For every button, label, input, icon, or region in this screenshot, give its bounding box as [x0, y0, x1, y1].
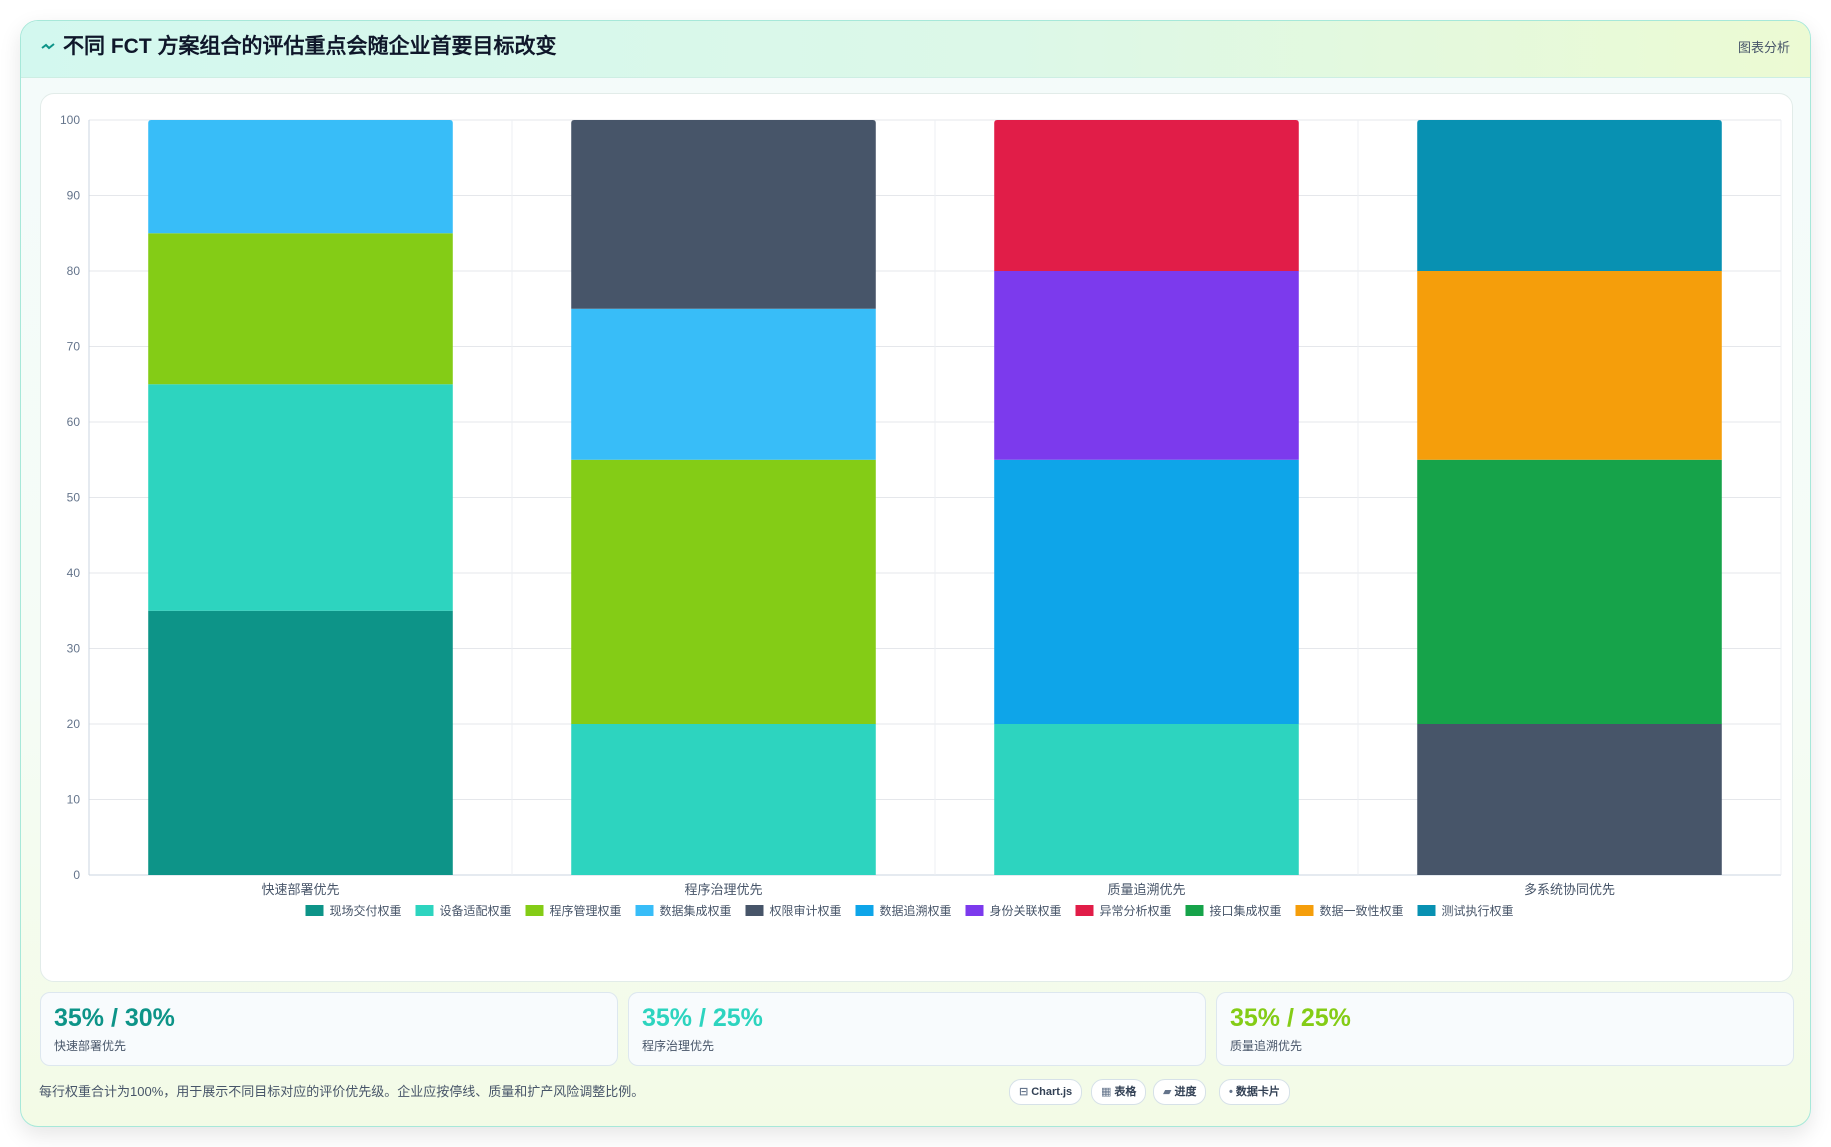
y-tick-label: 30: [67, 642, 81, 656]
bar-segment: [994, 459, 1299, 724]
legend-swatch: [1417, 905, 1436, 916]
kpi-card: 35% / 30% 快速部署优先: [40, 992, 618, 1066]
footnote: 每行权重合计为100%，用于展示不同目标对应的评价优先级。企业应按停线、质量和扩…: [39, 1084, 645, 1099]
card-icon: •: [1229, 1086, 1233, 1098]
bar-segment: [1417, 724, 1722, 875]
legend-swatch: [415, 905, 434, 916]
y-tick-label: 60: [67, 415, 81, 429]
legend-swatch: [965, 905, 984, 916]
legend-swatch: [1185, 905, 1204, 916]
bar-segment: [1417, 120, 1722, 271]
legend-swatch: [525, 905, 544, 916]
legend-label: 身份关联权重: [990, 903, 1062, 918]
x-tick-label: 快速部署优先: [261, 882, 339, 897]
legend-swatch: [855, 905, 874, 916]
chip-label: Chart.js: [1031, 1086, 1073, 1098]
x-tick-label: 程序治理优先: [684, 882, 762, 897]
table-chip[interactable]: ▦ 表格: [1091, 1079, 1147, 1105]
legend-label: 权限审计权重: [770, 903, 842, 918]
legend-label: 数据一致性权重: [1320, 903, 1404, 918]
kpi-label: 快速部署优先: [54, 1039, 127, 1053]
bar-segment: [571, 724, 876, 875]
progress-chip[interactable]: ▰ 进度: [1153, 1079, 1207, 1105]
progress-icon: ▰: [1163, 1086, 1172, 1098]
table-icon: ▦: [1101, 1086, 1112, 1098]
kpi-value: 35% / 30%: [54, 1004, 175, 1032]
kpi-value: 35% / 25%: [642, 1004, 763, 1032]
legend-swatch: [1075, 905, 1094, 916]
chart-card: 不同 FCT 方案组合的评估重点会随企业首要目标改变 图表分析 0 10 20 30 4…: [20, 20, 1811, 1127]
chip-label: 表格: [1114, 1086, 1137, 1098]
bar-segment: [571, 459, 876, 724]
y-tick-label: 70: [67, 340, 81, 354]
legend-label: 接口集成权重: [1210, 903, 1282, 918]
chart-js-chip[interactable]: ⊟ Chart.js: [1009, 1079, 1083, 1105]
legend-label: 异常分析权重: [1100, 904, 1172, 918]
legend-label: 设备适配权重: [440, 904, 512, 918]
legend-swatch: [745, 905, 764, 916]
legend-label: 现场交付权重: [330, 903, 402, 918]
chip-label: 进度: [1174, 1086, 1197, 1098]
kpi-card: 35% / 25% 质量追溯优先: [1216, 992, 1794, 1066]
legend-swatch: [305, 905, 324, 916]
y-tick-label: 20: [67, 717, 81, 731]
bar-segment: [994, 120, 1299, 271]
bar-segment: [571, 120, 876, 309]
chart-area: 0 10 20 30 40 50 60 70 80 90 100 快速部署优先 程序治理优先 质量追溯优先…: [40, 93, 1793, 982]
bar-segment: [1417, 459, 1722, 724]
kpi-label: 程序治理优先: [642, 1039, 715, 1053]
y-tick-label: 50: [67, 491, 81, 505]
bar-segment: [1417, 271, 1722, 460]
y-tick-label: 80: [67, 264, 81, 278]
y-tick-label: 100: [60, 113, 80, 127]
kpi-card: 35% / 25% 程序治理优先: [628, 992, 1206, 1066]
stacked-bar-chart: 0 10 20 30 40 50 60 70 80 90 100 快速部署优先 程序治理优先 质量追溯优先…: [60, 113, 1782, 918]
legend-swatch: [1295, 905, 1314, 916]
bar-segment: [148, 233, 453, 385]
kpi-value: 35% / 25%: [1230, 1004, 1351, 1032]
legend-label: 测试执行权重: [1442, 903, 1514, 918]
bar-segment: [148, 120, 453, 234]
trend-icon: [41, 35, 55, 59]
legend-label: 数据集成权重: [660, 903, 732, 918]
bar-segment: [571, 308, 876, 460]
chart-icon: ⊟: [1019, 1086, 1029, 1098]
legend-swatch: [635, 905, 654, 916]
legend-label: 数据追溯权重: [880, 903, 952, 918]
kpi-label: 质量追溯优先: [1230, 1039, 1303, 1053]
legend-label: 程序管理权重: [550, 903, 622, 918]
bar-segment: [994, 724, 1299, 875]
y-tick-label: 40: [67, 566, 81, 580]
bar-segment: [148, 610, 453, 875]
y-tick-label: 10: [67, 793, 81, 807]
page-title: 不同 FCT 方案组合的评估重点会随企业首要目标改变: [63, 35, 557, 58]
x-tick-label: 多系统协同优先: [1524, 882, 1615, 897]
data-card-chip[interactable]: • 数据卡片: [1219, 1079, 1290, 1105]
card-header: 不同 FCT 方案组合的评估重点会随企业首要目标改变 图表分析: [21, 21, 1810, 78]
y-tick-label: 0: [73, 868, 80, 882]
bar-segment: [148, 384, 453, 611]
chart-analysis-link[interactable]: 图表分析: [1737, 40, 1790, 55]
x-tick-label: 质量追溯优先: [1107, 882, 1185, 897]
bar-segment: [994, 271, 1299, 460]
chip-label: 数据卡片: [1235, 1086, 1280, 1098]
y-tick-label: 90: [67, 189, 81, 203]
